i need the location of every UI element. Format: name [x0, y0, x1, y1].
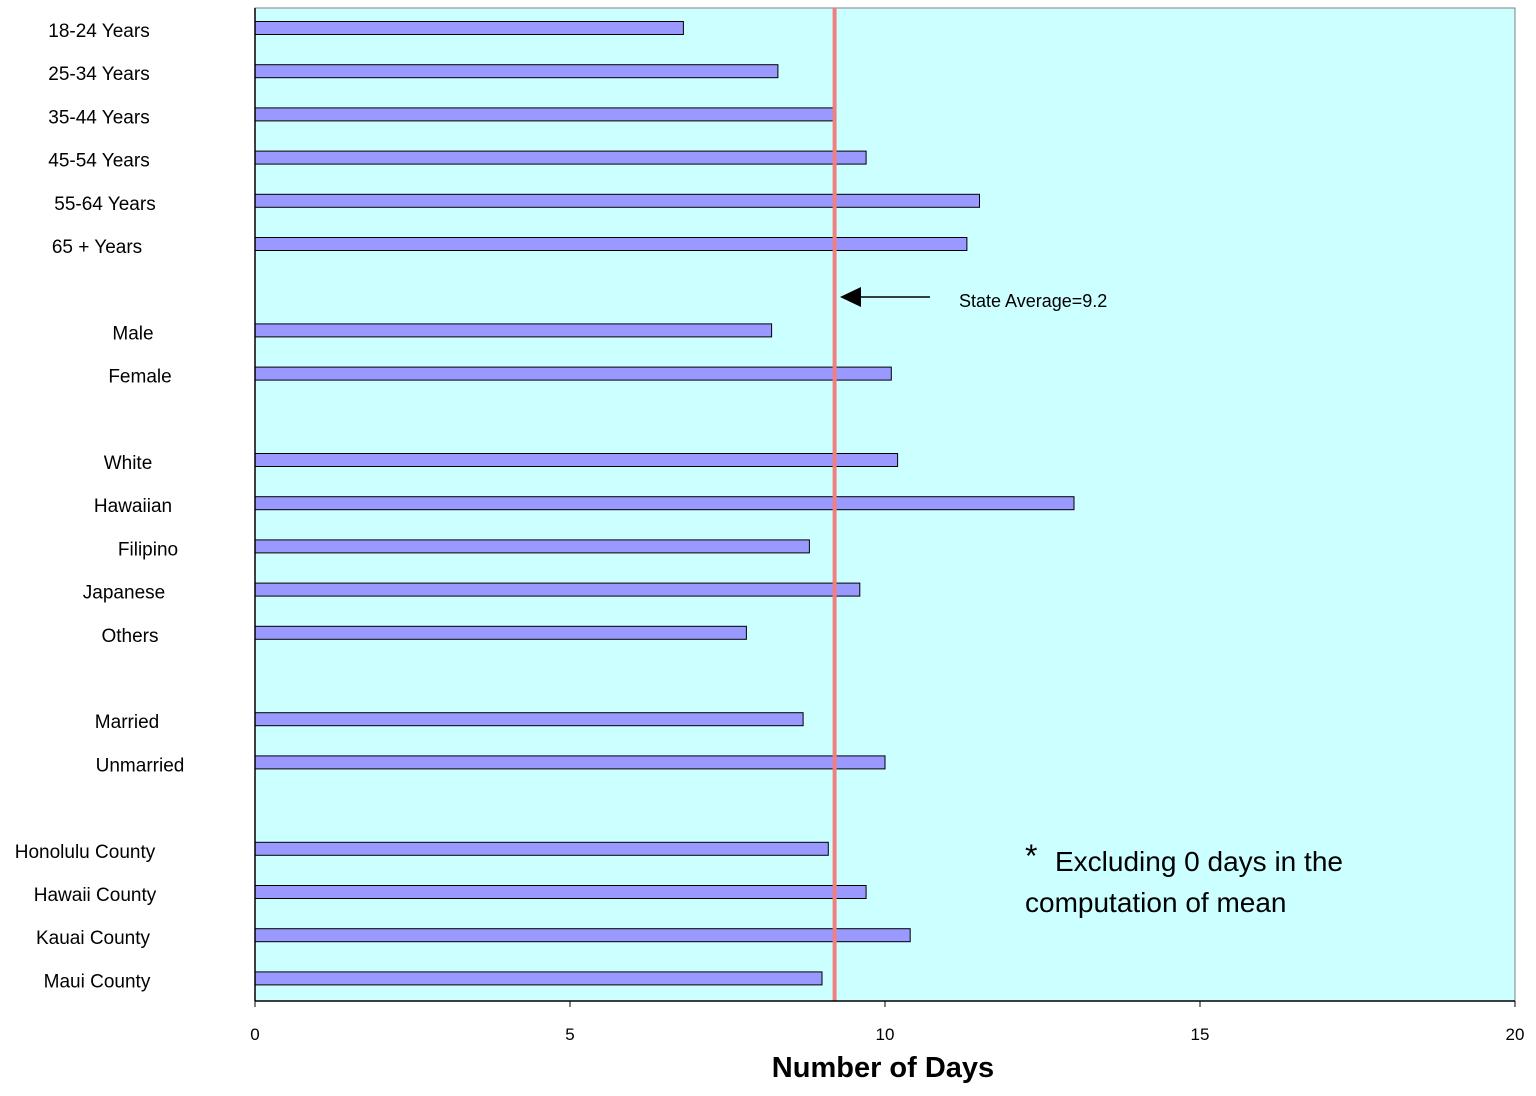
bar-17 — [254, 755, 886, 770]
bar-5 — [254, 237, 968, 251]
x-tick-label-2: 10 — [876, 1025, 895, 1044]
category-label-14: Others — [101, 626, 158, 647]
category-label-10: White — [104, 453, 153, 474]
state-average-arrow — [840, 287, 930, 307]
x-axis-title: Number of Days — [772, 1052, 994, 1084]
bars-group — [254, 21, 1075, 986]
bar-0 — [254, 21, 684, 35]
bar-20 — [254, 885, 867, 899]
x-tick-label-3: 15 — [1191, 1025, 1210, 1044]
category-label-11: Hawaiian — [94, 496, 172, 517]
bar-13 — [254, 582, 861, 597]
note-line-2: computation of mean — [1025, 887, 1287, 918]
category-label-8: Female — [108, 367, 171, 388]
category-label-2: 35-44 Years — [48, 107, 149, 128]
bar-11 — [254, 496, 1075, 511]
bar-7 — [254, 323, 773, 338]
bar-3 — [254, 150, 867, 165]
x-tick-label-1: 5 — [565, 1025, 574, 1044]
category-label-21: Kauai County — [36, 928, 151, 949]
category-label-4: 55-64 Years — [54, 194, 155, 215]
state-average-label: State Average=9.2 — [959, 291, 1107, 311]
category-label-12: Filipino — [118, 539, 178, 560]
bar-22 — [254, 971, 823, 986]
category-label-5: 65 + Years — [52, 237, 142, 258]
x-axis: 0 5 10 15 20 — [250, 8, 1524, 1044]
category-label-7: Male — [112, 323, 153, 344]
bar-16 — [254, 712, 804, 727]
category-label-20: Hawaii County — [34, 885, 157, 906]
note-line-1: Excluding 0 days in the — [1055, 846, 1343, 877]
bar-12 — [254, 539, 810, 554]
category-label-1: 25-34 Years — [48, 64, 149, 85]
category-label-3: 45-54 Years — [48, 151, 149, 172]
category-label-17: Unmarried — [96, 755, 185, 776]
bar-19 — [254, 841, 829, 856]
note-asterisk: * — [1025, 838, 1037, 874]
arrow-head — [840, 287, 861, 307]
category-label-19: Honolulu County — [15, 842, 156, 863]
category-label-13: Japanese — [83, 583, 165, 604]
bar-14 — [254, 625, 747, 640]
category-label-16: Married — [95, 712, 159, 733]
category-label-22: Maui County — [44, 971, 151, 992]
bar-2 — [254, 107, 836, 122]
bar-21 — [254, 928, 911, 943]
bar-8 — [254, 366, 892, 381]
x-tick-label-4: 20 — [1506, 1025, 1525, 1044]
bar-10 — [254, 453, 899, 467]
bar-4 — [254, 193, 980, 208]
category-label-0: 18-24 Years — [48, 21, 149, 42]
bar-1 — [254, 64, 779, 79]
category-labels: 18-24 Years 25-34 Years 35-44 Years 45-54 Y… — [15, 21, 185, 992]
x-tick-label-0: 0 — [250, 1025, 259, 1044]
